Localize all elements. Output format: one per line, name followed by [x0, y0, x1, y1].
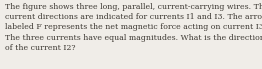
Text: The figure shows three long, parallel, current-carrying wires. The
current direc: The figure shows three long, parallel, c… [5, 3, 262, 52]
